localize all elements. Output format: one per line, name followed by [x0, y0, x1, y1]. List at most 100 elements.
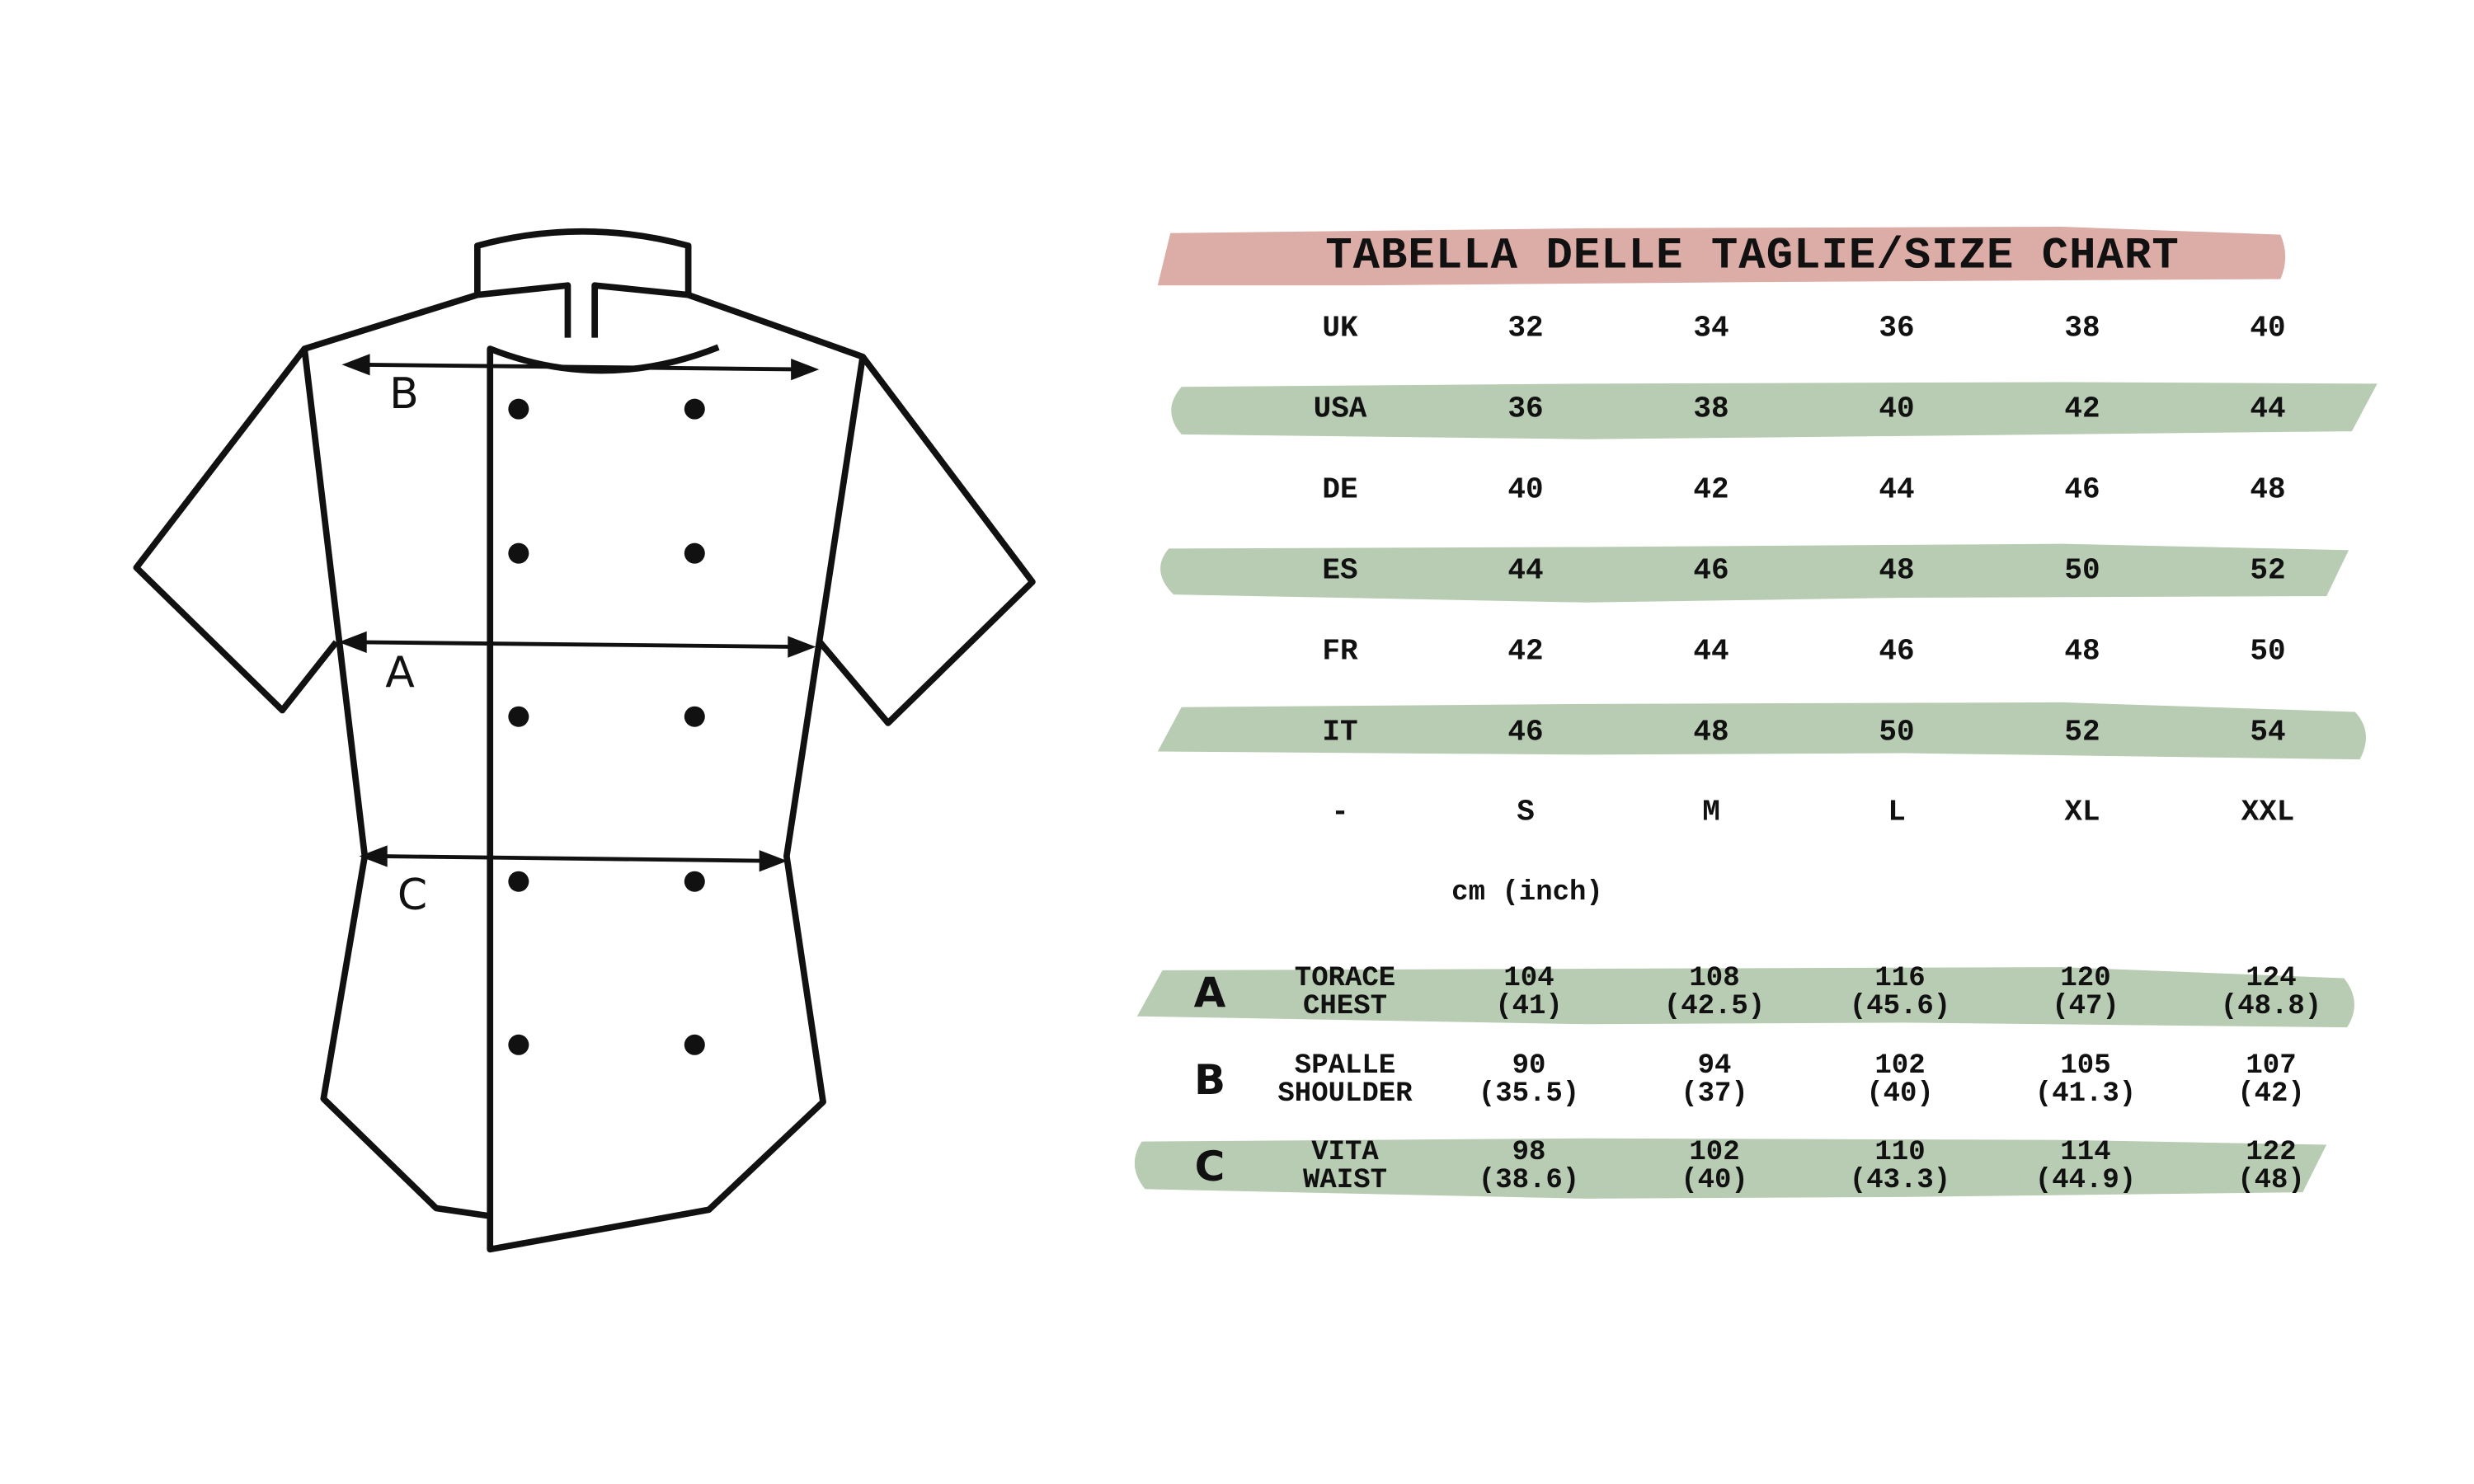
size-cell: L — [1888, 795, 1906, 829]
measurement-inch: (41) — [1495, 991, 1563, 1022]
size-cell: 40 — [2250, 311, 2286, 345]
row-band-es — [1160, 543, 2349, 603]
arrowhead-icon — [359, 845, 788, 872]
measurement-inch: (40) — [1866, 1078, 1934, 1110]
size-cell: 48 — [2250, 472, 2286, 507]
measurement-inch: (48.8) — [2220, 991, 2322, 1022]
measurement-inch: (42) — [2237, 1078, 2305, 1110]
measurement-cm: 110 — [1874, 1137, 1926, 1168]
size-cell: 46 — [2064, 472, 2100, 507]
title-band — [1157, 227, 2286, 286]
size-cell: 40 — [1879, 392, 1915, 426]
size-cell: 44 — [1693, 634, 1729, 669]
measurement-cm: 90 — [1512, 1050, 1546, 1082]
size-cell: 34 — [1693, 311, 1729, 345]
measurement-cm: 108 — [1689, 963, 1740, 994]
row-label: ES — [1322, 553, 1358, 588]
row-label: FR — [1322, 634, 1358, 669]
row-label: USA — [1313, 392, 1367, 426]
size-cell: 54 — [2250, 715, 2286, 749]
measurement-inch: (41.3) — [2034, 1078, 2137, 1110]
measurement-letter: A — [1193, 969, 1226, 1017]
collar — [474, 228, 692, 338]
measurement-cm: 107 — [2246, 1050, 2297, 1082]
size-cell: M — [1702, 795, 1720, 829]
size-cell: 50 — [2250, 634, 2286, 669]
size-cell: 46 — [1693, 553, 1729, 588]
measurement-cm: 104 — [1503, 963, 1554, 994]
size-cell: 50 — [2064, 553, 2100, 588]
measurement-cm: 114 — [2060, 1137, 2111, 1168]
measurement-inch: (47) — [2052, 991, 2119, 1022]
diagram-label-b: B — [389, 369, 419, 419]
size-cell: 44 — [1507, 553, 1544, 588]
measurement-inch: (44.9) — [2034, 1165, 2137, 1196]
measurement-cm: 102 — [1874, 1050, 1926, 1082]
measurement-inch: (42.5) — [1663, 991, 1766, 1022]
measurement-label-en: CHEST — [1302, 991, 1388, 1022]
measurement-inch: (43.3) — [1849, 1165, 1951, 1196]
arrow-shoulder — [358, 362, 803, 372]
jacket-outline-right — [487, 292, 1036, 1253]
arrow-waist — [375, 854, 771, 863]
size-cell: 48 — [2064, 634, 2100, 669]
size-cell: 36 — [1879, 311, 1915, 345]
measurement-cm: 120 — [2060, 963, 2111, 994]
row-band-it — [1157, 702, 2366, 760]
arrow-chest — [355, 640, 800, 650]
measurement-label-en: WAIST — [1302, 1165, 1388, 1196]
size-cell: XXL — [2241, 795, 2295, 829]
row-label: IT — [1322, 715, 1358, 749]
size-cell: 52 — [2064, 715, 2100, 749]
measure-arrows — [338, 354, 820, 872]
size-cell: 48 — [1879, 553, 1915, 588]
size-cell: 38 — [2064, 311, 2100, 345]
size-cell: 42 — [2064, 392, 2100, 426]
measurement-cm: 116 — [1874, 963, 1926, 994]
measurement-label-en: SHOULDER — [1277, 1078, 1413, 1110]
measurement-label-it: TORACE — [1294, 963, 1396, 994]
size-cell: 44 — [2250, 392, 2286, 426]
measurement-inch: (40) — [1681, 1165, 1748, 1196]
measurement-inch: (38.6) — [1478, 1165, 1580, 1196]
measurement-label-it: SPALLE — [1294, 1050, 1396, 1082]
row-label: DE — [1322, 472, 1358, 507]
chef-jacket-drawing — [133, 228, 1036, 1253]
measurement-letter: B — [1193, 1056, 1226, 1104]
size-cell: S — [1517, 795, 1535, 829]
jacket-outline-left — [133, 292, 491, 1219]
size-cell: 36 — [1507, 392, 1544, 426]
measurement-cm: 102 — [1689, 1137, 1740, 1168]
arrowhead-icon — [341, 354, 820, 381]
row-label: - — [1331, 795, 1349, 829]
measurement-inch: (48) — [2237, 1165, 2305, 1196]
measurement-cm: 122 — [2246, 1137, 2297, 1168]
size-cell: 42 — [1693, 472, 1729, 507]
size-cell: 50 — [1879, 715, 1915, 749]
measurement-label-it: VITA — [1311, 1137, 1379, 1168]
row-band-usa — [1171, 382, 2378, 439]
measurement-cm: 94 — [1697, 1050, 1732, 1082]
measurement-inch: (37) — [1681, 1078, 1748, 1110]
size-cell: 40 — [1507, 472, 1544, 507]
measurement-cm: 98 — [1512, 1137, 1546, 1168]
size-cell: 42 — [1507, 634, 1544, 669]
size-cell: 32 — [1507, 311, 1544, 345]
measurement-cm: 124 — [2246, 963, 2297, 994]
measurement-letter: C — [1194, 1143, 1225, 1190]
size-cell: 38 — [1693, 392, 1729, 426]
size-cell: 52 — [2250, 553, 2286, 588]
diagram-label-c: C — [397, 871, 428, 920]
chart-title: TABELLA DELLE TAGLIE/SIZE CHART — [1325, 231, 2180, 282]
size-cell: 44 — [1879, 472, 1915, 507]
diagram-label-a: A — [385, 648, 415, 697]
size-cell: XL — [2064, 795, 2100, 829]
measurement-cm: 105 — [2060, 1050, 2111, 1082]
buttons — [508, 398, 705, 1055]
unit-label: cm (inch) — [1451, 877, 1603, 909]
row-label: UK — [1322, 311, 1358, 345]
arrowhead-icon — [338, 631, 816, 658]
row-band-waist — [1134, 1138, 2327, 1199]
